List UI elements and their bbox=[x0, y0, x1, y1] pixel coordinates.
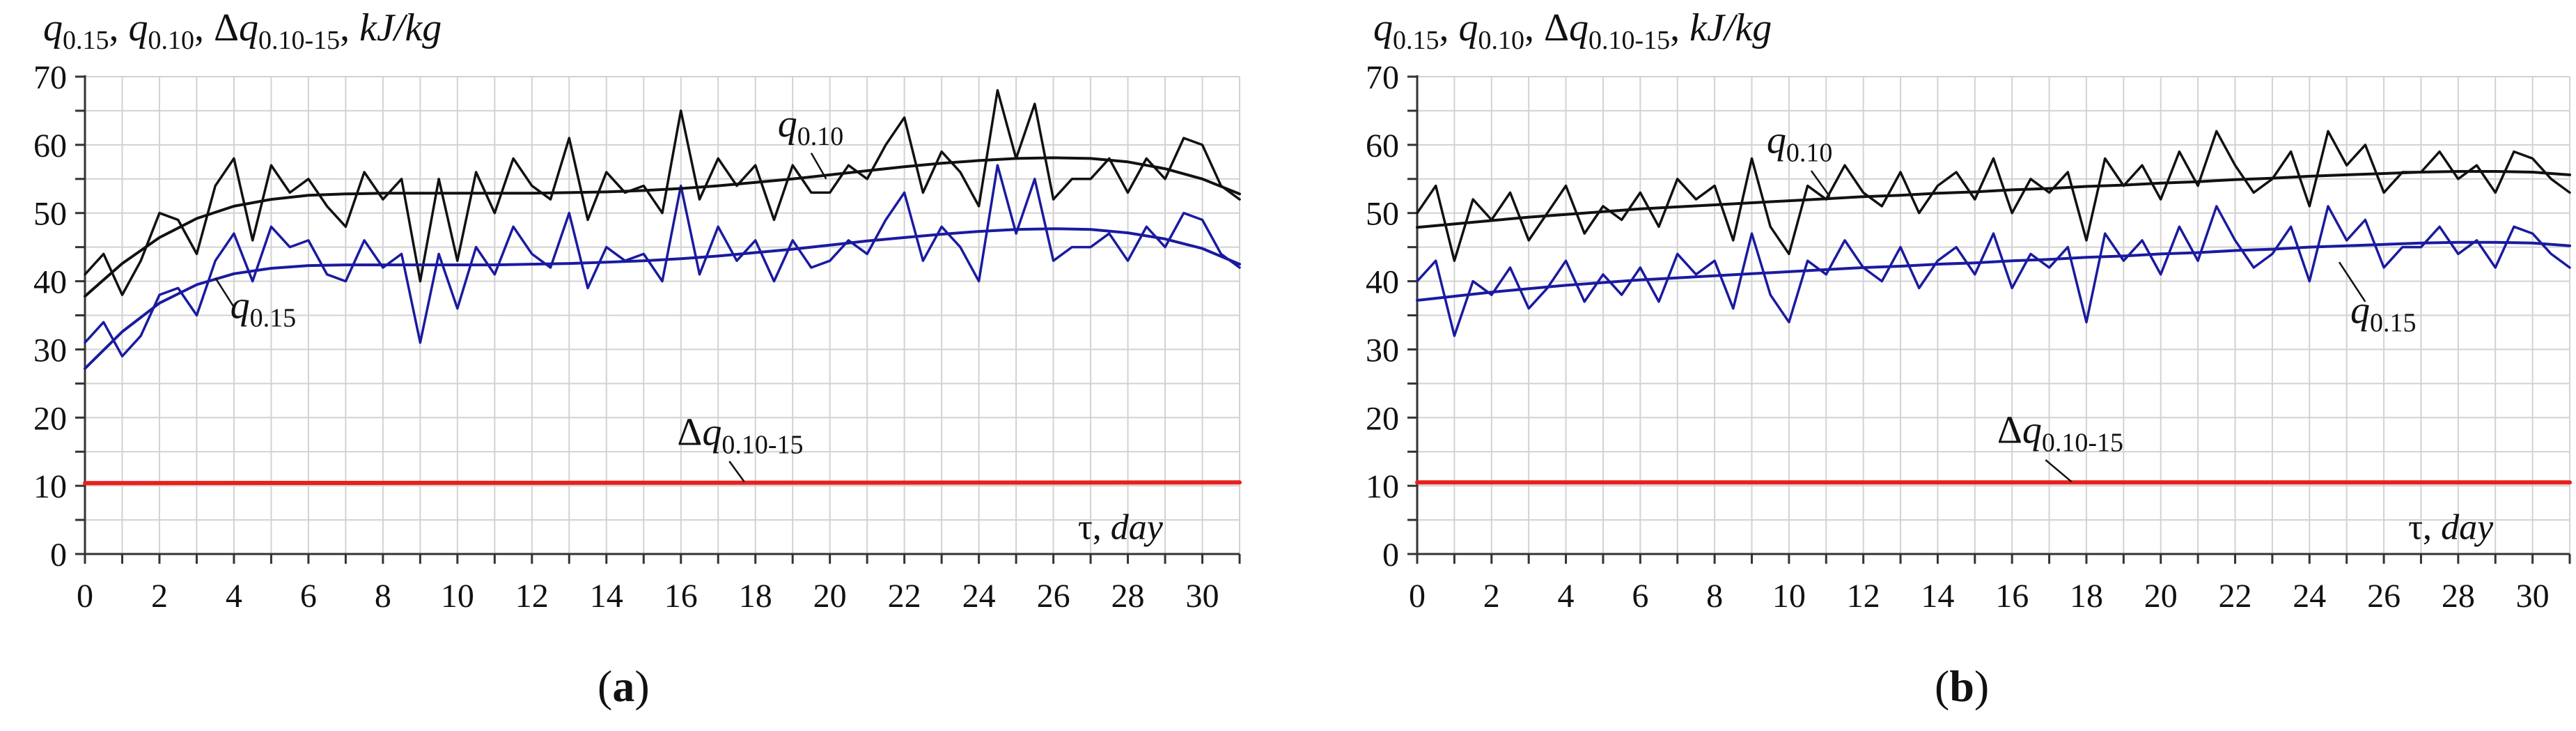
x-tick-label-a: 28 bbox=[1111, 578, 1145, 615]
panel-label-b: (b) bbox=[1935, 661, 1990, 711]
x-tick-label-b: 14 bbox=[1921, 578, 1954, 615]
trend-line-q010-b bbox=[1416, 170, 2571, 229]
x-tick-label-b: 22 bbox=[2219, 578, 2252, 615]
annotation-leader-a-2 bbox=[214, 277, 235, 308]
x-axis-title-a: τ, day bbox=[1078, 507, 1164, 547]
x-axis-title-b: τ, day bbox=[2408, 507, 2494, 547]
x-tick-label-b: 18 bbox=[2070, 578, 2103, 615]
x-tick-label-b: 0 bbox=[1409, 578, 1426, 615]
series-line-q010-a bbox=[84, 89, 1241, 296]
annotation-q015-a: q0.15 bbox=[231, 284, 297, 332]
x-tick-label-a: 14 bbox=[590, 578, 623, 615]
annotation-dq-a: Δq0.10-15 bbox=[677, 410, 803, 459]
y-tick-label-b: 20 bbox=[1366, 400, 1399, 437]
annotation-leader-a-1 bbox=[810, 152, 827, 180]
trend-line-q015-a bbox=[84, 227, 1241, 370]
x-tick-label-b: 20 bbox=[2144, 578, 2178, 615]
x-tick-label-b: 2 bbox=[1483, 578, 1500, 615]
x-tick-label-b: 16 bbox=[1995, 578, 2029, 615]
annotation-dq-b: Δq0.10-15 bbox=[1997, 408, 2123, 457]
x-tick-label-a: 2 bbox=[151, 578, 168, 615]
y-tick-label-a: 0 bbox=[50, 537, 67, 574]
x-tick-label-a: 0 bbox=[77, 578, 93, 615]
x-tick-label-a: 16 bbox=[664, 578, 698, 615]
trend-line-q010-a bbox=[84, 156, 1241, 298]
x-tick-label-b: 6 bbox=[1632, 578, 1648, 615]
x-tick-label-b: 28 bbox=[2442, 578, 2475, 615]
y-axis-title-b: q0.15, q0.10, Δq0.10-15, kJ/kg bbox=[1373, 6, 1772, 55]
x-tick-label-b: 8 bbox=[1706, 578, 1723, 615]
x-tick-label-a: 26 bbox=[1037, 578, 1070, 615]
x-tick-label-a: 24 bbox=[962, 578, 996, 615]
x-tick-label-a: 18 bbox=[739, 578, 772, 615]
x-tick-label-b: 24 bbox=[2293, 578, 2326, 615]
annotation-q010-b: q0.10 bbox=[1767, 119, 1833, 168]
annotation-leader-b-3 bbox=[2045, 459, 2072, 483]
series-line-q010-b bbox=[1416, 130, 2571, 262]
x-tick-label-b: 10 bbox=[1772, 578, 1806, 615]
trend-line-q015-b bbox=[1416, 240, 2571, 302]
y-tick-label-b: 30 bbox=[1366, 332, 1399, 369]
y-tick-label-a: 10 bbox=[33, 468, 67, 505]
annotation-q010-a: q0.10 bbox=[778, 102, 844, 151]
annotation-leader-a-3 bbox=[728, 461, 745, 483]
y-tick-label-a: 70 bbox=[33, 59, 67, 96]
y-tick-label-b: 10 bbox=[1366, 468, 1399, 505]
y-tick-label-b: 0 bbox=[1382, 537, 1399, 574]
y-tick-label-b: 40 bbox=[1366, 264, 1399, 301]
y-tick-label-b: 50 bbox=[1366, 196, 1399, 233]
x-tick-label-b: 30 bbox=[2516, 578, 2550, 615]
y-tick-label-a: 30 bbox=[33, 332, 67, 369]
x-tick-label-a: 22 bbox=[888, 578, 921, 615]
x-tick-label-a: 4 bbox=[226, 578, 242, 615]
panel-label-a: (a) bbox=[598, 661, 650, 711]
x-tick-label-a: 20 bbox=[813, 578, 847, 615]
series-line-dq-a bbox=[83, 480, 1242, 486]
y-tick-label-a: 20 bbox=[33, 400, 67, 437]
x-tick-label-a: 30 bbox=[1186, 578, 1219, 615]
y-axis-title-a: q0.15, q0.10, Δq0.10-15, kJ/kg bbox=[43, 6, 442, 55]
y-tick-label-a: 60 bbox=[33, 128, 67, 164]
x-tick-label-b: 12 bbox=[1847, 578, 1880, 615]
annotation-leader-b-2 bbox=[2338, 261, 2366, 302]
x-tick-label-b: 4 bbox=[1558, 578, 1575, 615]
annotation-leader-b-1 bbox=[1810, 170, 1831, 197]
y-tick-label-b: 60 bbox=[1366, 128, 1399, 164]
x-tick-label-a: 10 bbox=[441, 578, 474, 615]
annotation-q015-b: q0.15 bbox=[2350, 288, 2417, 337]
y-tick-label-a: 40 bbox=[33, 264, 67, 301]
series-line-q015-a bbox=[84, 164, 1241, 357]
x-tick-label-a: 8 bbox=[375, 578, 391, 615]
x-tick-label-b: 26 bbox=[2367, 578, 2401, 615]
y-tick-label-b: 70 bbox=[1366, 59, 1399, 96]
x-tick-label-a: 6 bbox=[300, 578, 317, 615]
x-tick-label-a: 12 bbox=[515, 578, 549, 615]
y-tick-label-a: 50 bbox=[33, 196, 67, 233]
